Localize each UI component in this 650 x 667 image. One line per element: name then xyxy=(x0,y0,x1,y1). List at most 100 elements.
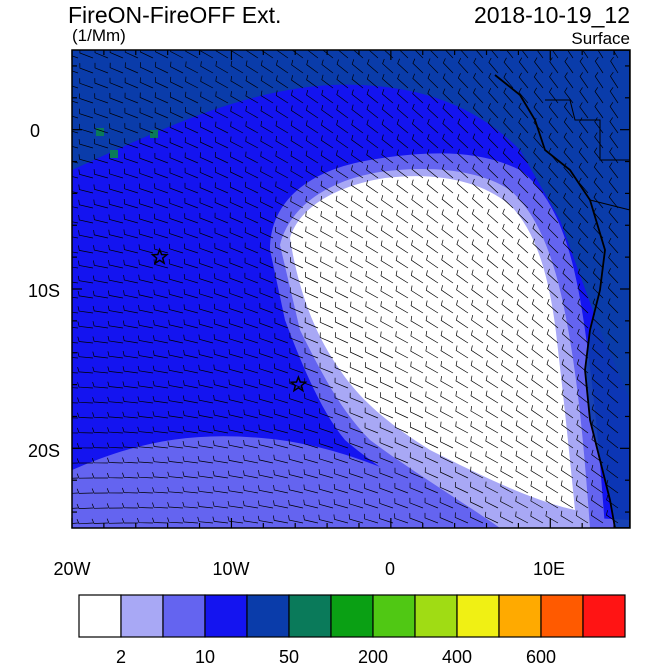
wind-barb xyxy=(169,198,184,209)
wind-barb xyxy=(365,255,379,269)
wind-barb xyxy=(440,330,454,344)
wind-barb xyxy=(228,425,244,434)
wind-barb xyxy=(579,117,589,134)
wind-barb xyxy=(139,138,154,149)
wind-barb xyxy=(215,76,229,89)
wind-barb xyxy=(546,359,559,374)
wind-barb xyxy=(214,243,229,254)
wind-barb xyxy=(304,317,319,329)
wind-barb xyxy=(184,152,199,164)
wind-barb xyxy=(198,304,214,314)
colorbar-swatch xyxy=(372,594,416,638)
green-patch xyxy=(96,128,104,136)
wind-barb xyxy=(154,122,169,134)
wind-barb xyxy=(485,405,499,419)
wind-barb xyxy=(561,419,574,434)
wind-barb xyxy=(516,375,529,389)
wind-barb xyxy=(244,272,259,284)
wind-barb xyxy=(336,104,349,119)
wind-barb xyxy=(245,75,259,89)
y-tick-label: 20S xyxy=(28,441,60,461)
wind-barb xyxy=(72,417,79,419)
wind-barb xyxy=(350,286,364,299)
wind-barb xyxy=(379,498,394,509)
wind-barb xyxy=(517,148,529,164)
wind-barb xyxy=(548,117,559,134)
wind-barb xyxy=(137,411,154,419)
wind-barb xyxy=(168,274,184,284)
wind-barb xyxy=(304,393,319,404)
wind-barb xyxy=(545,450,559,464)
wind-barb xyxy=(381,164,394,179)
wind-barb xyxy=(320,271,334,284)
wind-barb xyxy=(473,73,484,89)
wind-barb xyxy=(366,119,379,134)
wind-barb xyxy=(72,296,79,299)
wind-barb xyxy=(290,166,304,179)
wind-barb xyxy=(350,316,364,329)
wind-barb xyxy=(350,271,364,284)
wind-barb xyxy=(578,207,589,224)
wind-barb xyxy=(531,359,544,374)
wind-barb xyxy=(275,135,289,149)
wind-barb xyxy=(411,255,424,269)
wind-barb xyxy=(272,515,289,524)
wind-barb xyxy=(456,178,469,194)
wind-barb xyxy=(442,118,454,134)
wind-barb xyxy=(485,451,499,464)
wind-barb xyxy=(154,153,169,164)
wind-barb xyxy=(547,238,559,254)
wind-barb xyxy=(533,163,544,179)
wind-barb xyxy=(381,195,394,209)
wind-barb xyxy=(289,378,304,389)
wind-barb xyxy=(592,298,604,314)
wind-barb xyxy=(410,331,424,344)
wind-barb xyxy=(606,479,619,494)
wind-barb xyxy=(321,89,334,104)
wind-barb xyxy=(335,301,349,314)
wind-barb xyxy=(228,349,244,359)
wind-barb xyxy=(228,379,244,389)
wind-barb xyxy=(485,375,499,389)
wind-barb xyxy=(394,422,409,434)
wind-barb xyxy=(320,180,334,194)
wind-barb xyxy=(548,132,559,149)
wind-barb xyxy=(564,72,574,89)
wind-barb xyxy=(227,501,244,509)
wind-barb xyxy=(77,260,94,269)
wind-barb xyxy=(427,88,439,104)
wind-barb xyxy=(531,405,544,419)
wind-barb xyxy=(107,427,124,434)
wind-barb xyxy=(93,184,109,194)
wind-barb xyxy=(351,89,364,104)
wind-barb xyxy=(257,500,274,509)
wind-barb xyxy=(94,62,109,74)
wind-barb xyxy=(397,73,409,89)
wind-barb xyxy=(567,50,574,59)
wind-barb xyxy=(215,106,229,119)
wind-barb xyxy=(291,50,304,59)
wind-barb xyxy=(592,328,604,344)
wind-barb xyxy=(442,133,454,149)
wind-barb xyxy=(366,59,379,74)
wind-barb xyxy=(152,365,169,374)
wind-barb xyxy=(471,254,484,269)
wind-barb xyxy=(486,224,499,239)
wind-barb xyxy=(185,50,199,59)
wind-barb xyxy=(78,245,94,254)
wind-barb xyxy=(260,105,274,119)
wind-barb xyxy=(274,333,289,344)
wind-barb xyxy=(576,404,589,419)
wind-barb xyxy=(612,50,619,59)
wind-barb xyxy=(242,515,259,524)
wind-barb xyxy=(485,466,499,479)
wind-barb xyxy=(290,135,304,149)
wind-barb xyxy=(562,283,574,299)
wind-barb xyxy=(518,57,529,74)
wind-barb xyxy=(274,242,289,254)
wind-barb xyxy=(575,510,589,524)
wind-barb xyxy=(153,304,169,314)
wind-barb xyxy=(501,238,514,254)
wind-barb xyxy=(545,465,559,479)
wind-barb xyxy=(409,467,424,479)
